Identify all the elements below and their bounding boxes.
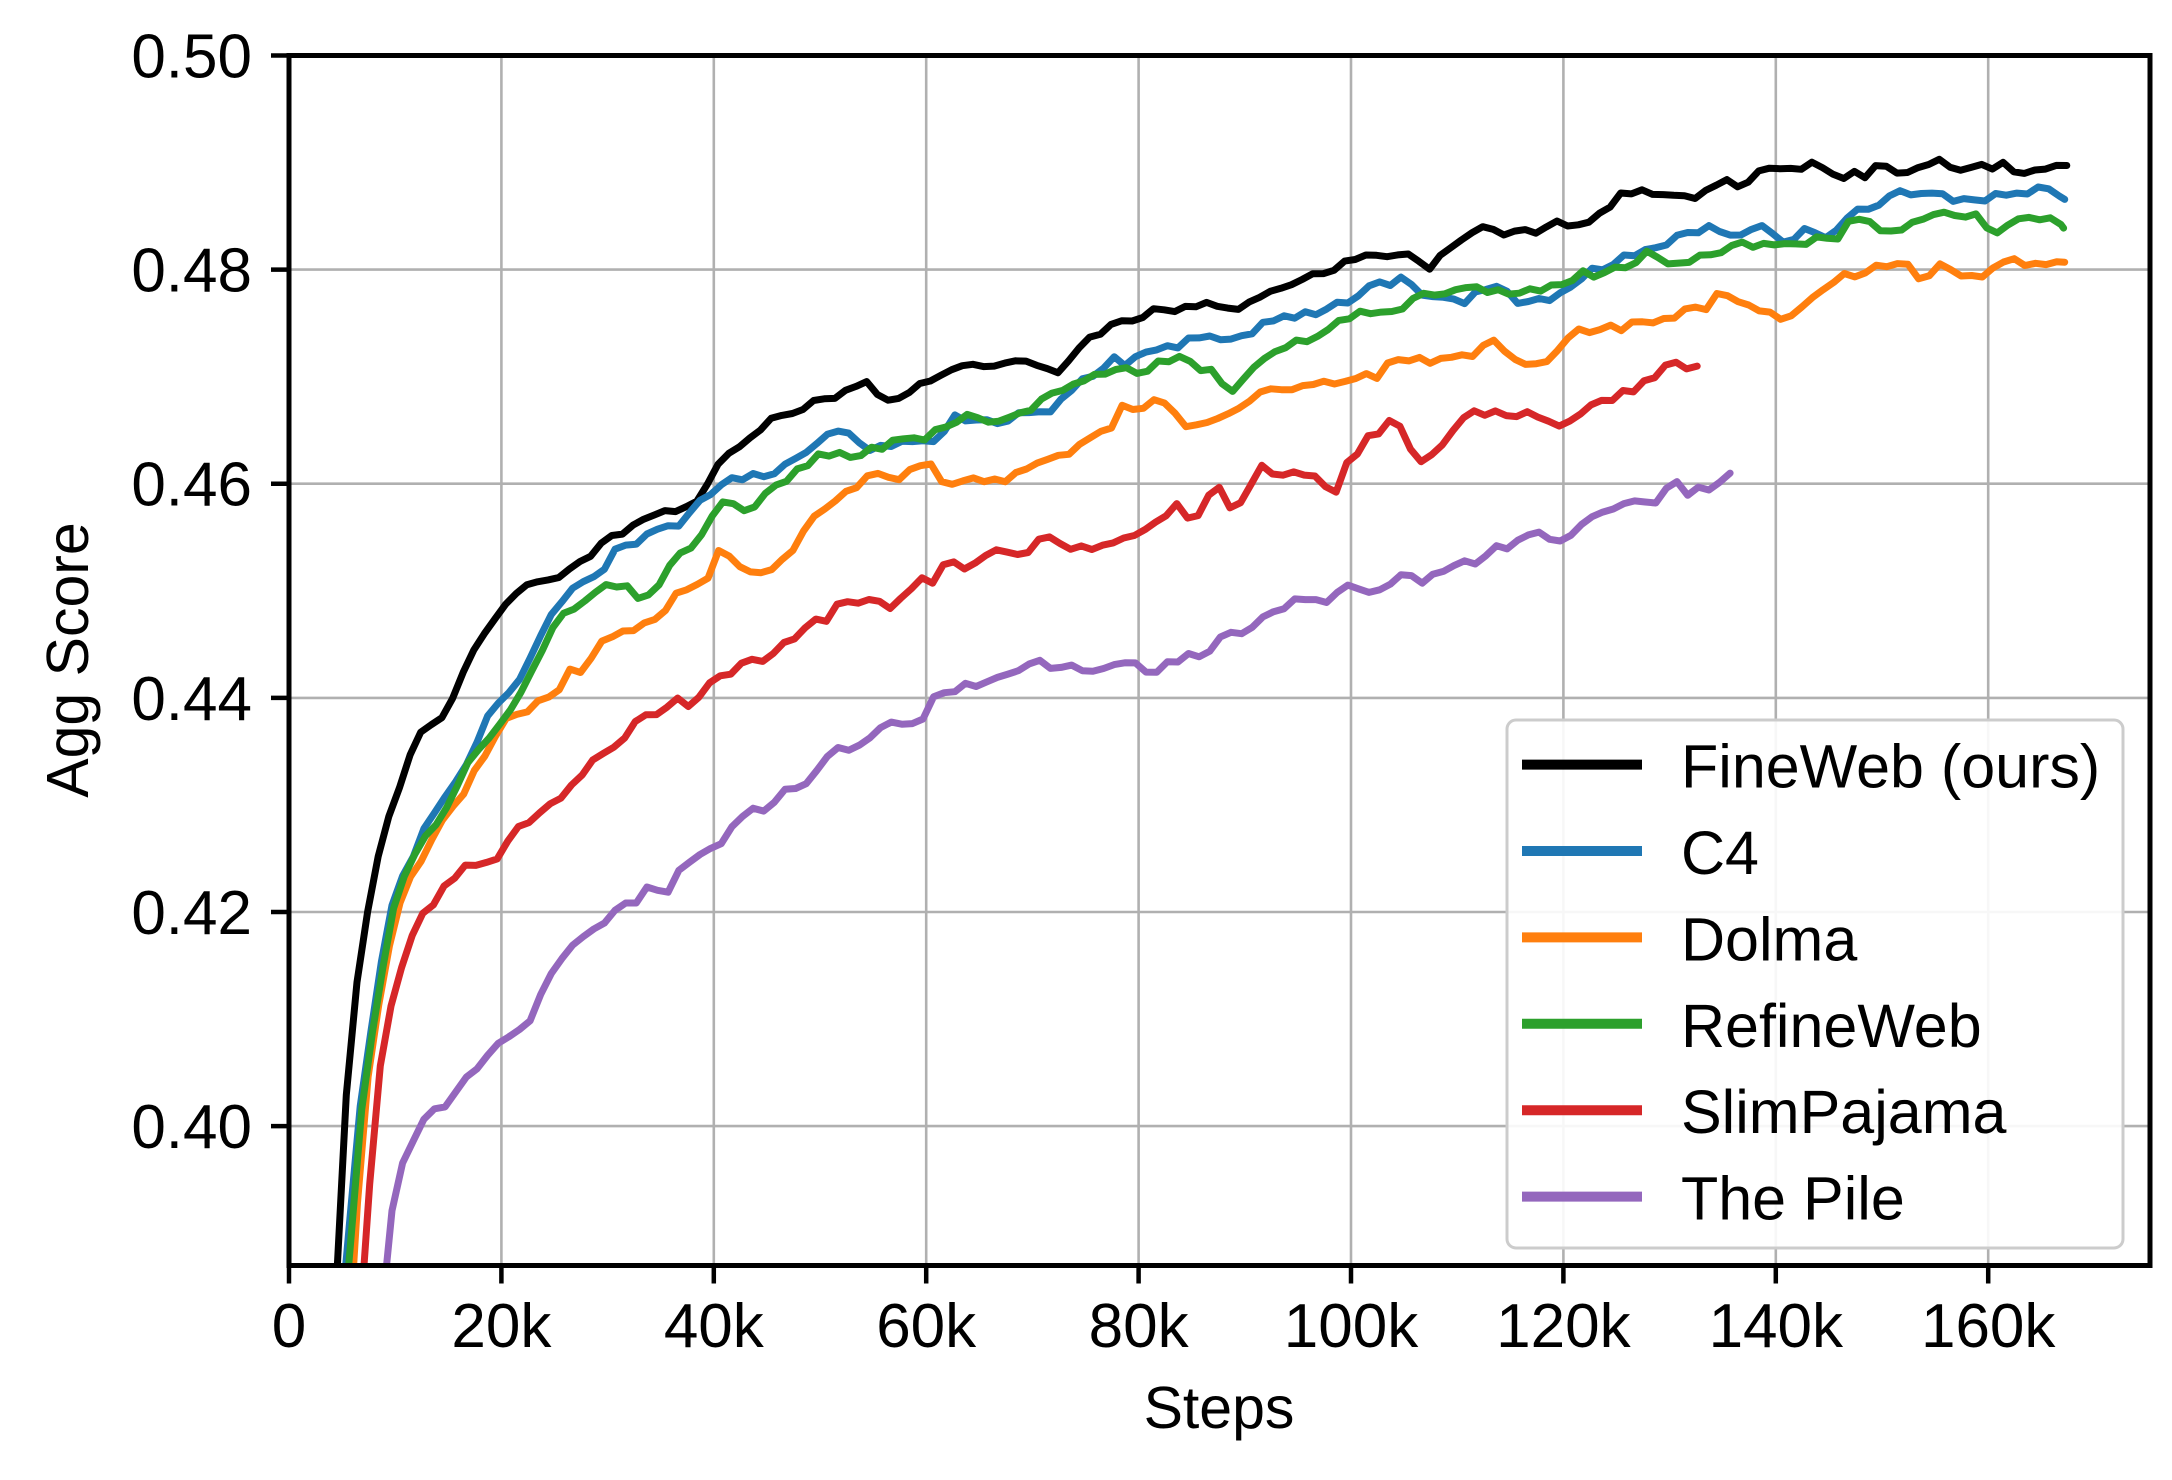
svg-text:0: 0 <box>272 1292 306 1361</box>
svg-text:FineWeb (ours): FineWeb (ours) <box>1681 733 2100 801</box>
svg-text:The Pile: The Pile <box>1681 1165 1905 1233</box>
svg-text:100k: 100k <box>1284 1292 1419 1361</box>
svg-text:20k: 20k <box>451 1292 552 1361</box>
svg-text:0.42: 0.42 <box>131 879 252 948</box>
svg-text:0.44: 0.44 <box>131 665 252 734</box>
svg-text:0.50: 0.50 <box>131 23 252 92</box>
svg-text:0.46: 0.46 <box>131 451 252 520</box>
svg-text:160k: 160k <box>1921 1292 2056 1361</box>
svg-text:RefineWeb: RefineWeb <box>1681 992 1982 1060</box>
svg-text:140k: 140k <box>1709 1292 1844 1361</box>
svg-text:Steps: Steps <box>1144 1375 1295 1441</box>
svg-text:0.48: 0.48 <box>131 237 252 306</box>
svg-text:40k: 40k <box>664 1292 765 1361</box>
svg-text:0.40: 0.40 <box>131 1093 252 1162</box>
svg-text:60k: 60k <box>876 1292 977 1361</box>
svg-text:Dolma: Dolma <box>1681 905 1857 973</box>
svg-text:SlimPajama: SlimPajama <box>1681 1078 2007 1146</box>
svg-text:80k: 80k <box>1089 1292 1190 1361</box>
svg-text:120k: 120k <box>1496 1292 1631 1361</box>
svg-text:Agg Score: Agg Score <box>35 522 101 798</box>
svg-text:C4: C4 <box>1681 819 1759 887</box>
